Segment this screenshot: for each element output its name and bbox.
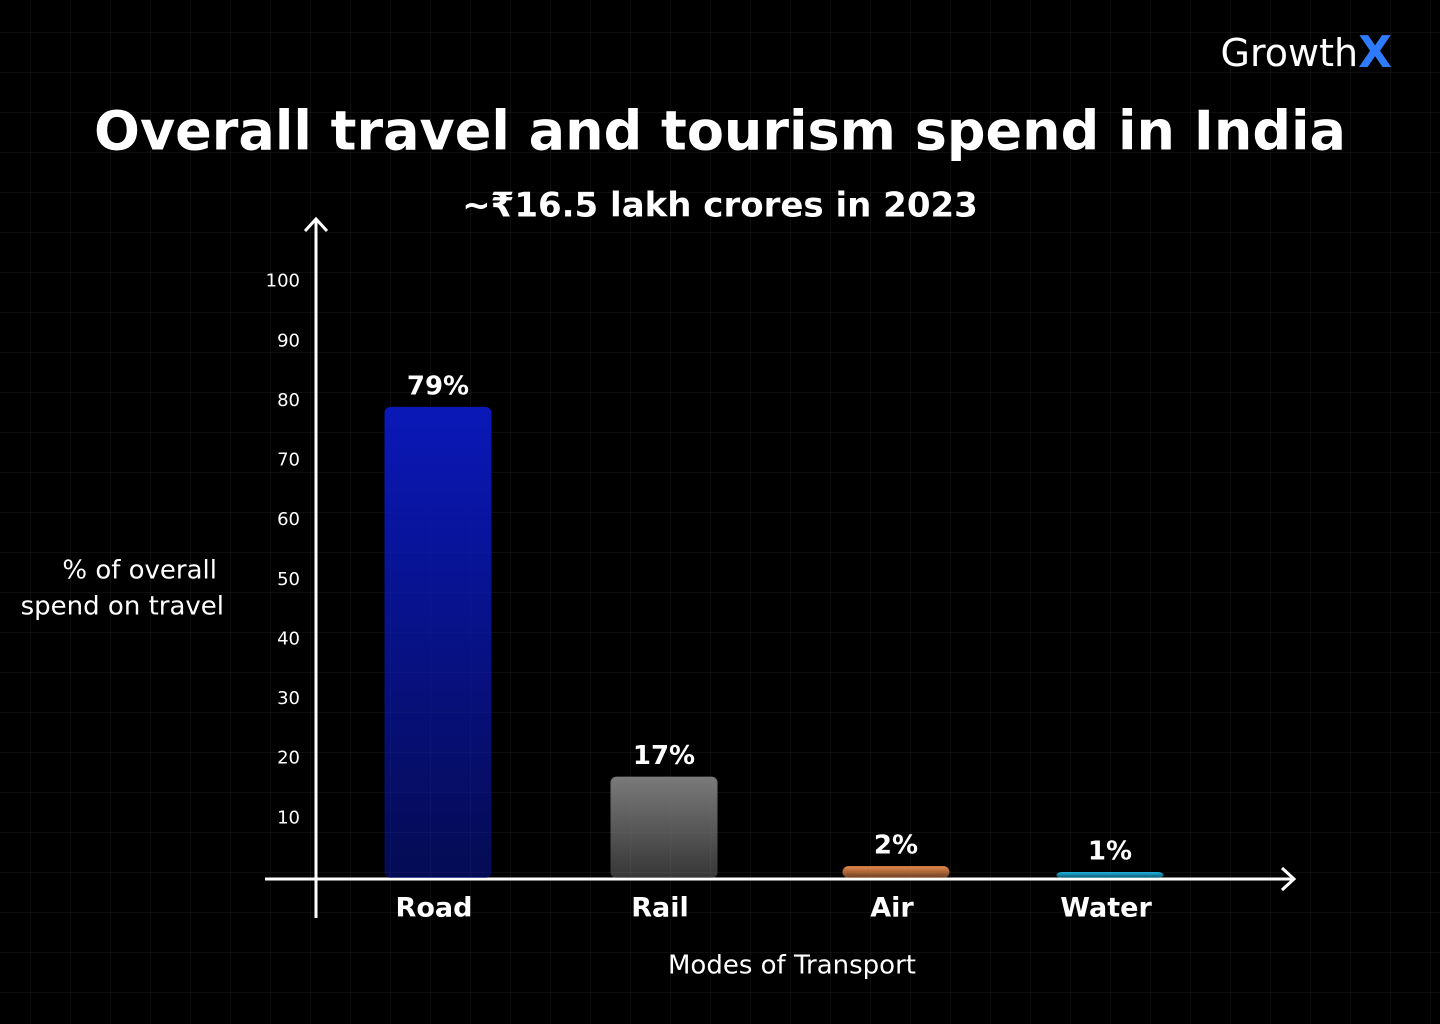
y-tick-label: 20 [277, 748, 300, 769]
bar [842, 866, 950, 878]
chart-title: Overall travel and tourism spend in Indi… [94, 100, 1346, 163]
logo: GrowthX [1221, 27, 1393, 78]
x-tick-label: Rail [631, 893, 689, 924]
x-axis-label: Modes of Transport [668, 951, 916, 981]
y-tick-label: 10 [277, 807, 300, 828]
bar [1056, 872, 1164, 878]
bar [610, 776, 718, 878]
y-tick-label: 40 [277, 628, 300, 649]
y-tick-label: 50 [277, 569, 300, 590]
data-label: 79% [407, 371, 469, 401]
x-axis-arrow [1280, 866, 1297, 892]
y-tick-label: 100 [266, 271, 300, 292]
y-axis-label: % of overall [62, 556, 217, 586]
x-tick-label: Air [870, 893, 914, 924]
x-tick-label: Road [396, 893, 473, 924]
y-axis-label: spend on travel [21, 592, 224, 622]
y-tick-label: 30 [277, 688, 300, 709]
axes [265, 216, 1297, 918]
y-axis-arrow [303, 216, 329, 233]
logo-text: Growth [1221, 31, 1359, 75]
y-tick-label: 60 [277, 509, 300, 530]
x-tick-label: Water [1060, 893, 1152, 924]
data-label: 1% [1088, 837, 1132, 867]
logo-accent: X [1358, 27, 1392, 78]
data-label: 2% [874, 831, 918, 861]
y-tick-label: 70 [277, 450, 300, 471]
chart-subtitle: ~₹16.5 lakh crores in 2023 [462, 186, 978, 226]
y-tick-label: 80 [277, 390, 300, 411]
data-label: 17% [633, 741, 695, 771]
y-tick-label: 90 [277, 330, 300, 351]
bar [384, 406, 492, 878]
